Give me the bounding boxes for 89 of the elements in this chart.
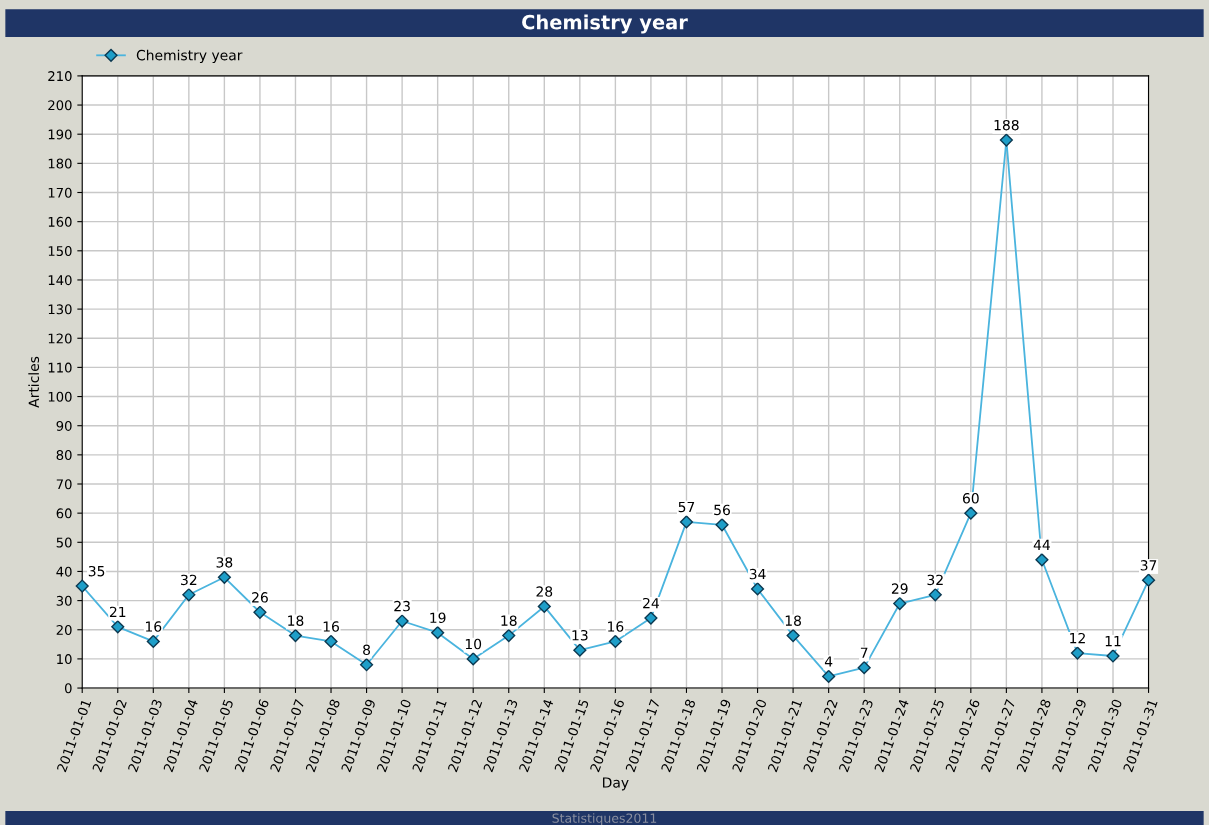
y-tick-label: 90 xyxy=(56,420,72,431)
y-tick-label: 140 xyxy=(48,275,72,286)
data-label: 28 xyxy=(536,586,553,597)
y-tick-label: 80 xyxy=(56,450,72,461)
y-tick-label: 210 xyxy=(48,71,72,82)
point xyxy=(324,634,338,648)
data-label: 23 xyxy=(394,600,410,612)
data-label: 34 xyxy=(749,568,766,580)
point xyxy=(146,634,160,648)
data-label: 35 xyxy=(88,565,105,577)
point xyxy=(857,661,871,675)
y-tick-label: 160 xyxy=(48,216,72,227)
y-tick-label: 20 xyxy=(56,624,72,635)
point xyxy=(1035,553,1049,567)
x-axis-title: Day xyxy=(603,777,629,791)
point xyxy=(111,620,125,634)
chart-title: Chemistry year xyxy=(522,14,688,34)
point xyxy=(288,628,303,643)
data-label: 24 xyxy=(643,597,659,609)
data-label: 4 xyxy=(824,656,833,667)
data-label: 37 xyxy=(1140,560,1157,571)
point xyxy=(1106,649,1120,663)
point xyxy=(1070,646,1085,660)
text: Statistiques2011 xyxy=(552,813,657,825)
y-tick-label: 0 xyxy=(64,683,72,694)
y-tick-label: 120 xyxy=(48,333,72,344)
data-label: 44 xyxy=(1033,539,1050,550)
legend-label: Chemistry year xyxy=(136,49,243,64)
point xyxy=(359,658,374,672)
point xyxy=(964,506,978,520)
data-label: 57 xyxy=(678,501,695,513)
point xyxy=(537,599,551,614)
data-label: 26 xyxy=(252,592,268,603)
y-tick-label: 130 xyxy=(48,304,72,315)
point xyxy=(217,570,231,584)
data-label: 21 xyxy=(109,606,126,617)
point xyxy=(786,628,800,643)
data-label: 18 xyxy=(501,615,517,626)
data-label: 16 xyxy=(608,621,624,632)
point xyxy=(999,133,1013,147)
data-label: 11 xyxy=(1105,636,1121,647)
data-label: 8 xyxy=(363,644,371,656)
data-label: 16 xyxy=(323,621,339,632)
data-label: 7 xyxy=(860,647,868,658)
point xyxy=(679,515,694,529)
y-tick-label: 10 xyxy=(57,654,72,665)
data-label: 18 xyxy=(785,615,801,626)
point xyxy=(573,643,587,657)
y-tick-label: 70 xyxy=(56,479,72,490)
point xyxy=(715,518,729,532)
point xyxy=(644,611,658,625)
point xyxy=(928,588,942,602)
y-tick-label: 170 xyxy=(48,187,72,198)
y-tick-label: 180 xyxy=(48,158,72,169)
data-label: 13 xyxy=(572,630,588,641)
y-tick-label: 30 xyxy=(56,595,72,606)
point xyxy=(75,579,89,593)
point xyxy=(822,669,836,683)
point xyxy=(608,634,622,648)
data-label: 10 xyxy=(465,638,482,650)
point xyxy=(253,605,267,619)
data-label: 29 xyxy=(891,583,908,594)
y-tick-label: 110 xyxy=(48,362,72,373)
point xyxy=(1141,573,1156,587)
y-axis-title: Articles xyxy=(28,356,40,408)
point xyxy=(502,628,516,643)
y-tick-label: 150 xyxy=(48,246,72,256)
y-tick-label: 60 xyxy=(56,508,72,519)
data-label: 32 xyxy=(181,574,197,586)
data-label: 32 xyxy=(927,574,943,586)
data-label: 188 xyxy=(994,119,1019,131)
y-tick-label: 50 xyxy=(56,537,72,548)
y-tick-label: 40 xyxy=(56,566,72,577)
point xyxy=(431,626,445,640)
data-label: 18 xyxy=(288,615,304,626)
y-tick-label: 100 xyxy=(48,391,72,402)
point xyxy=(893,596,907,611)
y-tick-label: 190 xyxy=(48,129,72,140)
point xyxy=(466,652,480,666)
y-tick-label: 200 xyxy=(48,100,72,111)
data-label: 56 xyxy=(714,504,730,516)
point xyxy=(750,582,765,596)
data-label: 38 xyxy=(216,557,233,568)
data-label: 19 xyxy=(430,612,446,624)
point xyxy=(182,588,196,602)
point xyxy=(395,614,409,628)
data-label: 12 xyxy=(1070,632,1085,644)
data-label: 16 xyxy=(145,621,162,632)
data-label: 60 xyxy=(962,493,979,504)
